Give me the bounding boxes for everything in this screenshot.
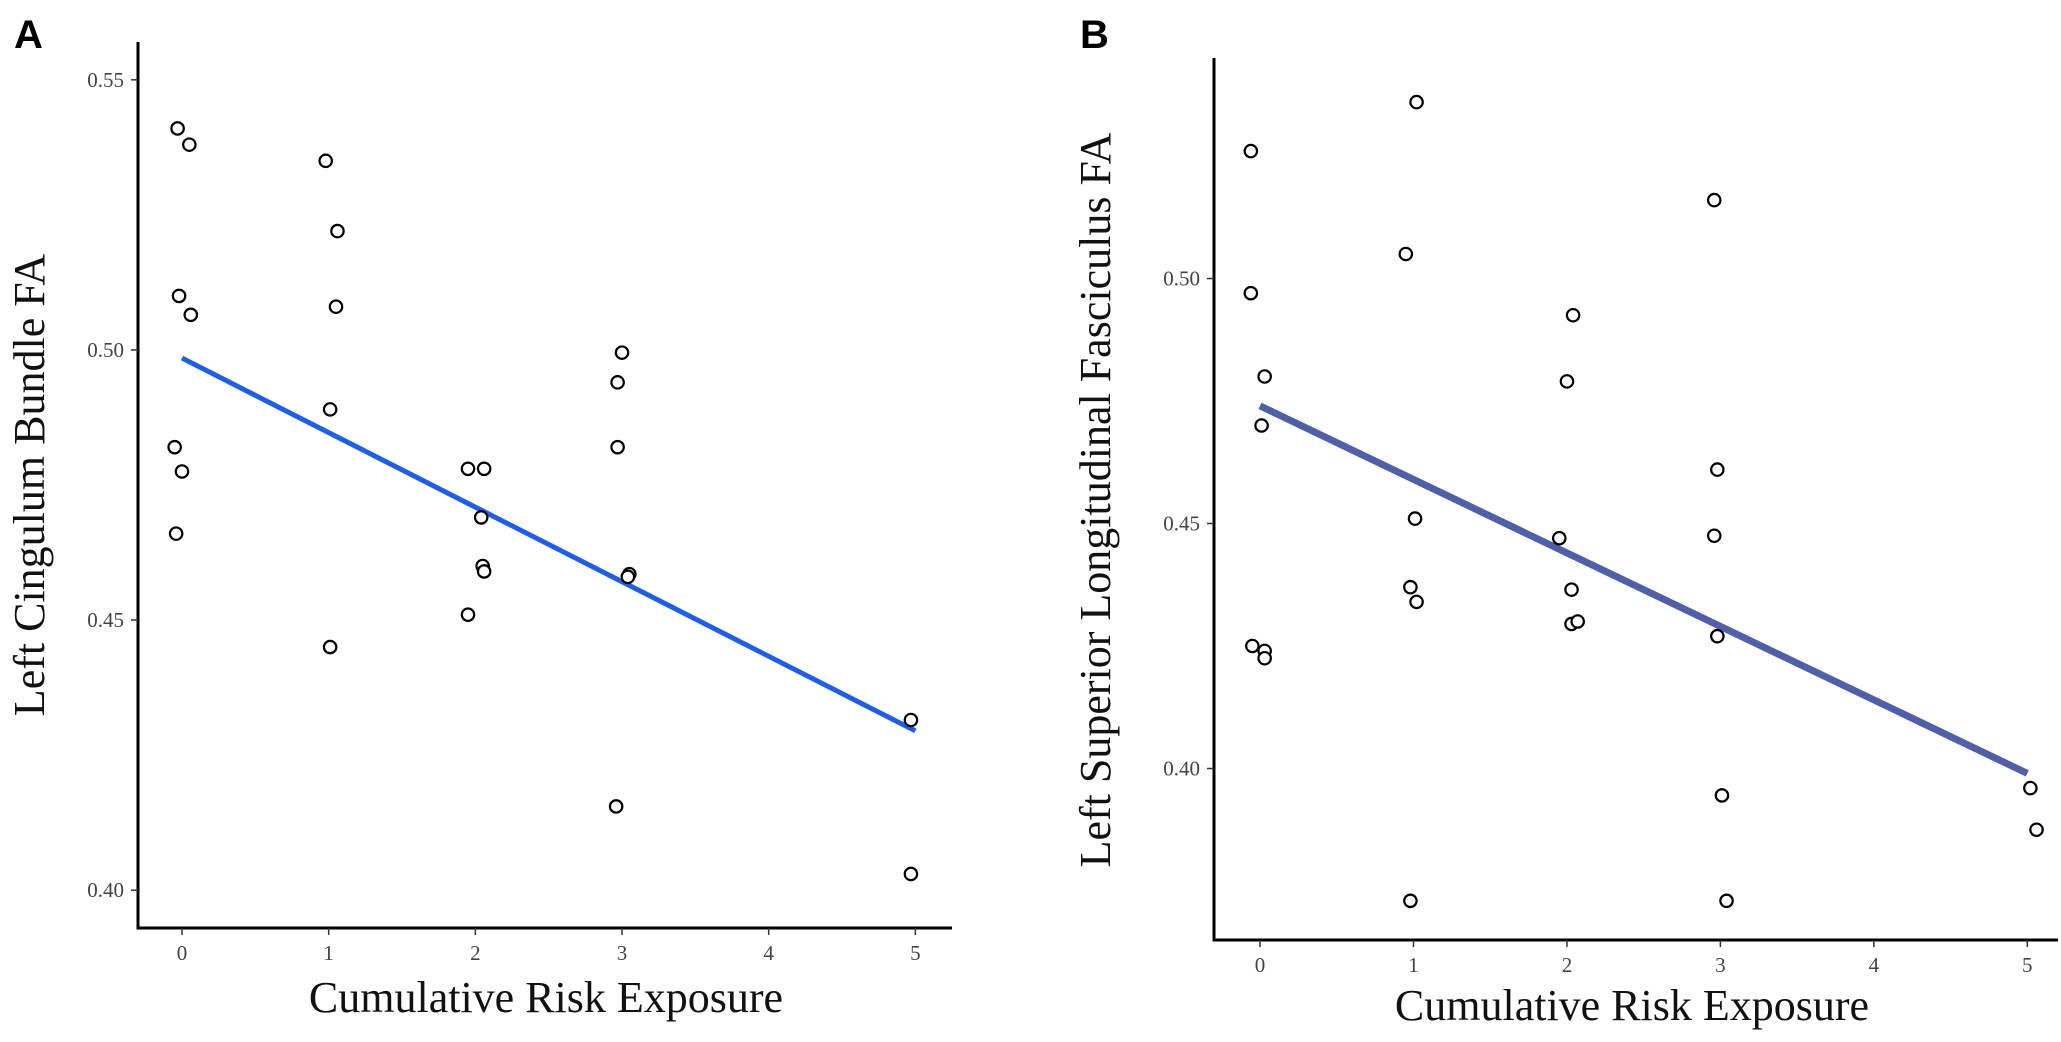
panel-b-data-point <box>1409 94 1424 110</box>
panel-a-y-tick-label: 0.50 <box>87 338 124 362</box>
panel-b-data-point <box>1714 788 1730 803</box>
panel-a-y-tick-label: 0.55 <box>87 68 124 92</box>
panel-b-data-point <box>1570 614 1585 629</box>
panel-b-data-point <box>1257 650 1272 666</box>
panel-a-data-point <box>460 461 476 477</box>
panel-a-data-point <box>328 299 344 315</box>
panel-a-data-point <box>473 510 489 525</box>
panel-b-y-tick-label: 0.40 <box>1163 757 1200 781</box>
panel-a-x-tick-label: 2 <box>470 941 481 965</box>
panel-b-x-tick-label: 0 <box>1255 953 1266 977</box>
panel-a-data-point <box>460 607 476 622</box>
panel-b-data-point <box>1403 893 1418 909</box>
panel-b-data-point <box>1706 528 1722 544</box>
panel-b-y-axis-title: Left Superior Longitudinal Fasciculus FA <box>1071 132 1120 867</box>
panel-a-data-point <box>174 464 190 479</box>
panel-b-data-point <box>1254 418 1269 433</box>
panel-a-y-tick-label: 0.45 <box>87 608 124 632</box>
panel-b-data-point <box>1245 638 1260 654</box>
panel-a-data-point <box>608 799 624 814</box>
panel-b: B 0.40 0.45 0.50 0 1 2 3 4 5 Cumulative Risk Ex… <box>1071 13 2058 1030</box>
panel-a-points <box>167 121 919 882</box>
panel-b-data-point <box>1243 285 1259 301</box>
panel-b-data-point <box>1710 462 1725 477</box>
panel-b-data-point <box>2023 780 2038 796</box>
panel-b-axes <box>1212 58 2058 942</box>
panel-a: A 0.40 0.45 0.50 0.55 0 1 2 3 4 5 Cumulative Ris… <box>5 13 952 1022</box>
panel-b-data-point <box>1551 530 1567 546</box>
panel-a-y-axis-title: Left Cingulum Bundle FA <box>5 254 54 717</box>
panel-a-data-point <box>182 137 197 152</box>
panel-b-x-ticks: 0 1 2 3 4 5 <box>1255 940 2033 977</box>
panel-a-x-tick-label: 4 <box>763 941 774 965</box>
panel-a-data-point <box>903 866 919 882</box>
panel-a-data-point <box>322 639 338 655</box>
panel-b-x-tick-label: 4 <box>1869 953 1880 977</box>
panel-a-x-axis-title: Cumulative Risk Exposure <box>309 973 783 1022</box>
panel-b-y-ticks: 0.40 0.45 0.50 <box>1163 267 1214 781</box>
panel-a-data-point <box>330 223 345 239</box>
panel-a-y-ticks: 0.40 0.45 0.50 0.55 <box>87 68 138 902</box>
panel-a-x-tick-label: 3 <box>617 941 628 965</box>
panel-a-data-point <box>614 345 630 360</box>
panel-b-data-point <box>1257 369 1272 384</box>
panel-a-fit-line <box>180 355 917 734</box>
panel-a-x-tick-label: 5 <box>910 941 921 965</box>
panel-b-fit-line <box>1258 402 2029 777</box>
panel-a-data-point <box>610 375 625 390</box>
panel-b-data-point <box>1403 579 1418 595</box>
panel-a-data-point <box>476 564 492 579</box>
panel-b-letter: B <box>1080 13 1109 57</box>
panel-b-y-tick-label: 0.45 <box>1163 512 1200 536</box>
panel-b-x-tick-label: 3 <box>1715 953 1726 977</box>
panel-b-y-tick-label: 0.50 <box>1163 267 1200 291</box>
panel-a-y-tick-label: 0.40 <box>87 878 124 902</box>
panel-b-data-point <box>1565 307 1581 323</box>
panel-b-data-point <box>1407 511 1423 526</box>
panel-a-data-point <box>620 569 636 585</box>
panel-a-data-point <box>168 526 184 541</box>
panel-a-data-point <box>322 402 338 417</box>
panel-a-data-point <box>171 288 187 304</box>
panel-b-data-point <box>2029 822 2044 838</box>
panel-a-data-point <box>318 153 334 169</box>
panel-a-data-point <box>903 712 919 728</box>
panel-b-data-point <box>1559 374 1575 389</box>
panel-a-x-ticks: 0 1 2 3 4 5 <box>177 928 921 965</box>
panel-a-data-point <box>476 461 492 477</box>
panel-a-data-point <box>170 121 185 136</box>
panel-a-x-tick-label: 0 <box>177 941 188 965</box>
panel-b-data-point <box>1243 143 1259 159</box>
panel-a-data-point <box>183 307 199 323</box>
panel-b-x-axis-title: Cumulative Risk Exposure <box>1395 981 1869 1030</box>
panel-b-x-tick-label: 1 <box>1408 953 1419 977</box>
panel-b-data-point <box>1409 594 1424 610</box>
panel-b-points <box>1243 94 2044 909</box>
panel-b-data-point <box>1706 192 1722 208</box>
panel-b-x-tick-label: 5 <box>2022 953 2033 977</box>
panel-a-data-point <box>610 439 625 455</box>
panel-b-data-point <box>1398 246 1414 262</box>
panel-a-data-point <box>167 439 182 455</box>
panel-a-axes <box>136 42 952 930</box>
panel-a-letter: A <box>14 13 43 57</box>
panel-b-data-point <box>1719 893 1734 909</box>
panel-b-x-tick-label: 2 <box>1562 953 1573 977</box>
panel-b-data-point <box>1564 582 1579 597</box>
panel-b-data-point <box>1710 628 1725 644</box>
panel-a-x-tick-label: 1 <box>323 941 334 965</box>
